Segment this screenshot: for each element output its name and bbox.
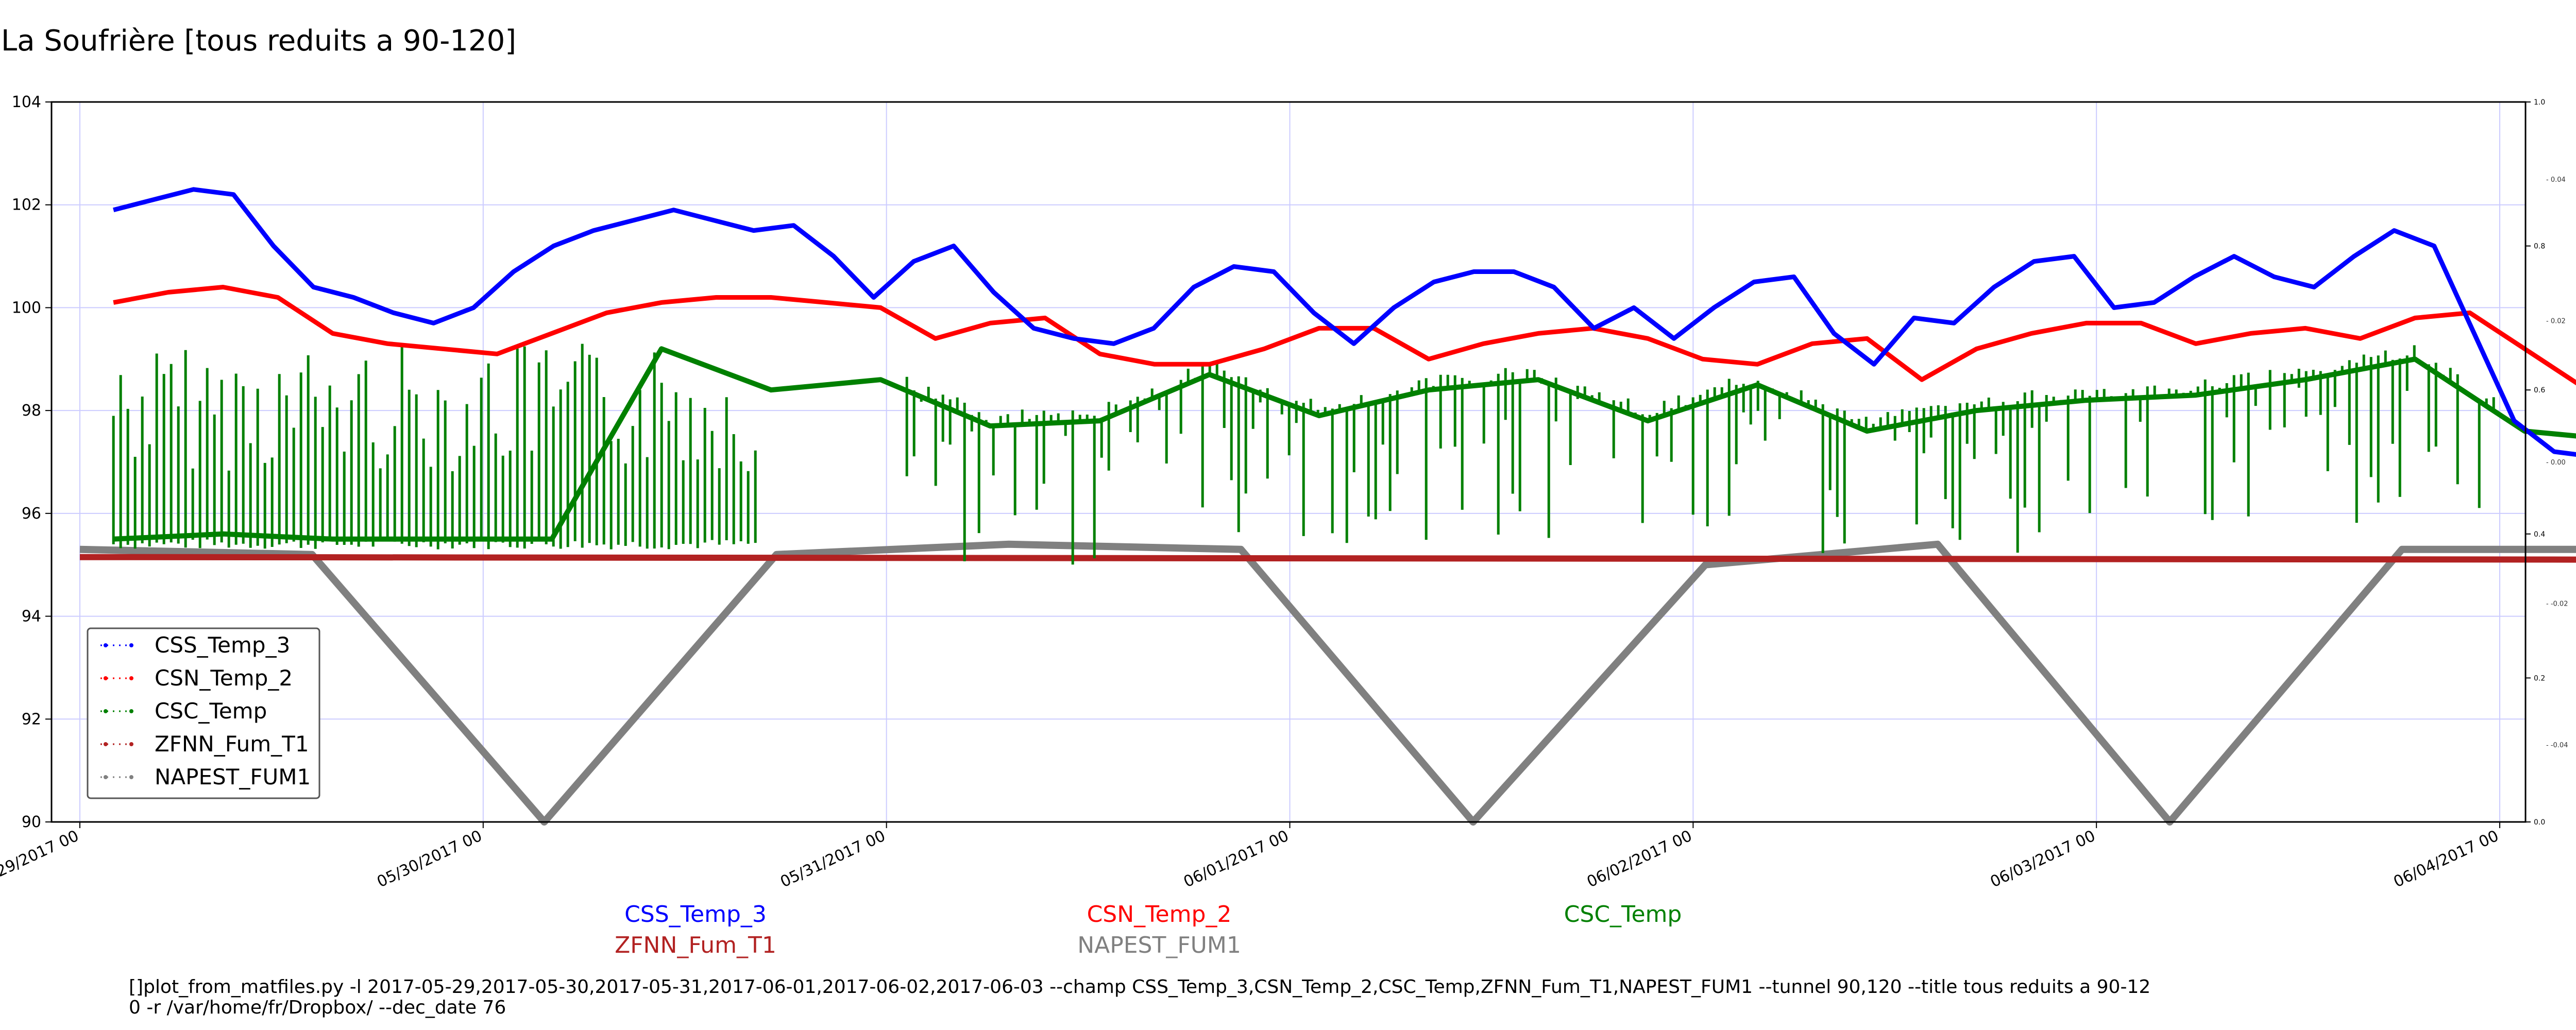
x-tick-label: 06/04/2017 00 (2391, 827, 2502, 891)
legend-label: CSS_Temp_3 (155, 632, 290, 658)
right-secondary-tick-label: - 0.00 (2546, 459, 2566, 467)
y-tick-label: 96 (22, 505, 41, 523)
legend-label: CSC_Temp (155, 698, 267, 724)
series-spikes-csc-temp (112, 344, 2495, 565)
legend-dot (129, 775, 133, 779)
series-line-napest-fum1 (79, 540, 2576, 826)
legend-dot (129, 742, 133, 746)
right-secondary-tick-label: - 0.02 (2546, 317, 2566, 325)
series-layer (79, 187, 2576, 826)
legend-label: CSN_Temp_2 (155, 665, 293, 691)
legend-label: ZFNN_Fum_T1 (155, 731, 309, 757)
bottom-label: CSC_Temp (1564, 901, 1682, 928)
x-tick-label: 05/30/2017 00 (374, 827, 485, 891)
legend-dot (104, 676, 108, 680)
right-secondary-tick-label: - 0.04 (2546, 176, 2566, 184)
legend-box (87, 627, 320, 799)
x-tick-label: 05/31/2017 00 (777, 827, 888, 891)
right-tick-label: 0.4 (2534, 530, 2545, 539)
command-line-1: []plot_from_matfiles.py -l 2017-05-29,20… (129, 976, 2150, 998)
y-tick-label: 98 (22, 402, 41, 420)
legend-dot (129, 709, 133, 713)
y-tick-label: 100 (12, 299, 41, 317)
legend-dot (104, 742, 108, 746)
x-tick-label: 06/03/2017 00 (1988, 827, 2098, 891)
command-line-2: 0 -r /var/home/fr/Dropbox/ --dec_date 76 (129, 997, 506, 1018)
chart-title: La Soufrière [tous reduits a 90-120] (1, 24, 516, 58)
bottom-label: NAPEST_FUM1 (1077, 932, 1241, 958)
right-secondary-tick-label: - -0.04 (2546, 742, 2568, 749)
right-secondary-tick-label: - -0.02 (2546, 600, 2568, 608)
series-line-css-temp-3 (113, 187, 2576, 457)
bottom-labels: CSS_Temp_3 CSN_Temp_2 CSC_Temp ZFNN_Fum_T1 N… (615, 901, 1682, 958)
x-tick-label: 06/02/2017 00 (1584, 827, 1695, 891)
y-tick-label: 92 (22, 710, 41, 728)
y-tick-label: 104 (12, 93, 41, 111)
x-tick-label: 05/29/2017 00 (0, 827, 81, 891)
bottom-label: CSS_Temp_3 (624, 901, 767, 928)
y-tick-label: 90 (22, 813, 41, 831)
legend-dot (129, 676, 133, 680)
right-tick-label: 0.6 (2534, 386, 2545, 394)
bottom-label: ZFNN_Fum_T1 (615, 932, 776, 958)
x-tick-label: 06/01/2017 00 (1181, 827, 1292, 891)
legend-dot (104, 709, 108, 713)
right-tick-label: 0.0 (2534, 818, 2545, 827)
right-tick-label: 1.0 (2534, 98, 2545, 107)
y-tick-label: 102 (12, 196, 41, 214)
legend-dot (129, 643, 133, 647)
series-line-csc-temp (113, 346, 2576, 542)
series-line-zfnn-fum-t1 (79, 554, 2576, 563)
plot-frame (50, 101, 2527, 823)
bottom-label: CSN_Temp_2 (1087, 901, 1232, 928)
right-tick-label: 0.8 (2534, 243, 2545, 251)
y-tick-label: 94 (22, 608, 41, 626)
legend: CSS_Temp_3 CSN_Temp_2 CSC_Temp ZFNN_Fum_T1 N… (87, 627, 320, 799)
right-tick-label: 0.2 (2534, 674, 2545, 682)
axes: 90 92 94 96 98 100 102 104 0.0 0.2 0.4 0.6 0.8 1.0 - -… (0, 93, 2568, 891)
legend-dot (104, 775, 108, 779)
legend-dot (104, 643, 108, 647)
legend-label: NAPEST_FUM1 (155, 764, 311, 789)
